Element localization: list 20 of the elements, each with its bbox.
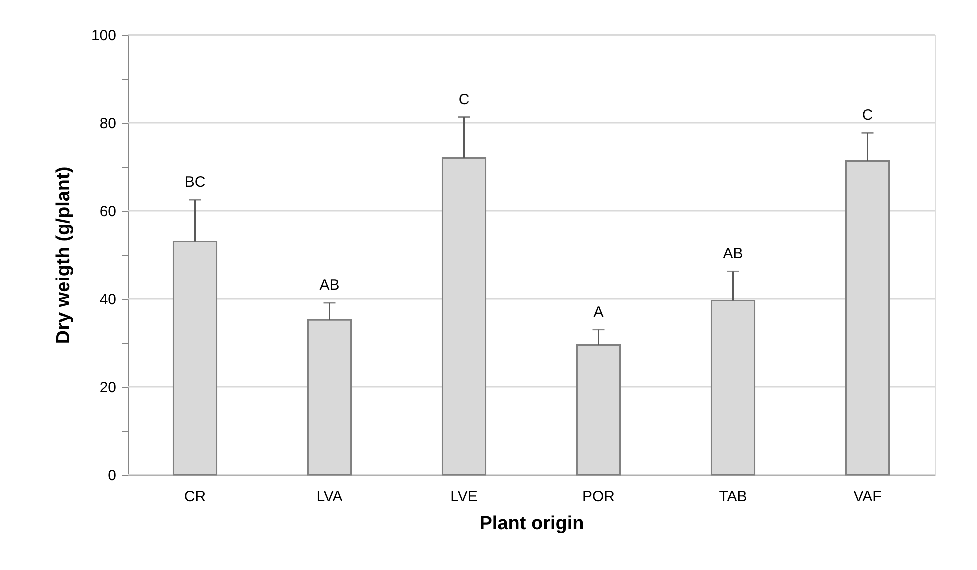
x-axis-title: Plant origin <box>480 514 584 534</box>
annotation: BC <box>184 174 206 191</box>
x-tick-label: TAB <box>719 488 748 506</box>
y-axis-title: Dry weigth (g/plant) <box>53 166 74 344</box>
y-tick-label: 80 <box>100 116 116 132</box>
annotation: A <box>594 304 604 321</box>
y-tick-label: 0 <box>108 468 116 484</box>
x-tick-label: CR <box>184 488 206 506</box>
annotation: AB <box>723 246 744 263</box>
y-tick-label: 60 <box>100 204 116 220</box>
x-tick-label: POR <box>582 488 616 506</box>
y-tick-label: 20 <box>100 380 116 396</box>
annotation: C <box>458 91 470 108</box>
y-tick-label: 100 <box>91 28 116 44</box>
annotation: AB <box>320 276 340 294</box>
x-tick-label: VAF <box>854 488 882 506</box>
x-tick-label: LVE <box>450 488 478 506</box>
y-tick-label: 40 <box>100 292 116 308</box>
annotation: C <box>862 107 874 124</box>
x-tick-label: LVA <box>316 488 343 506</box>
